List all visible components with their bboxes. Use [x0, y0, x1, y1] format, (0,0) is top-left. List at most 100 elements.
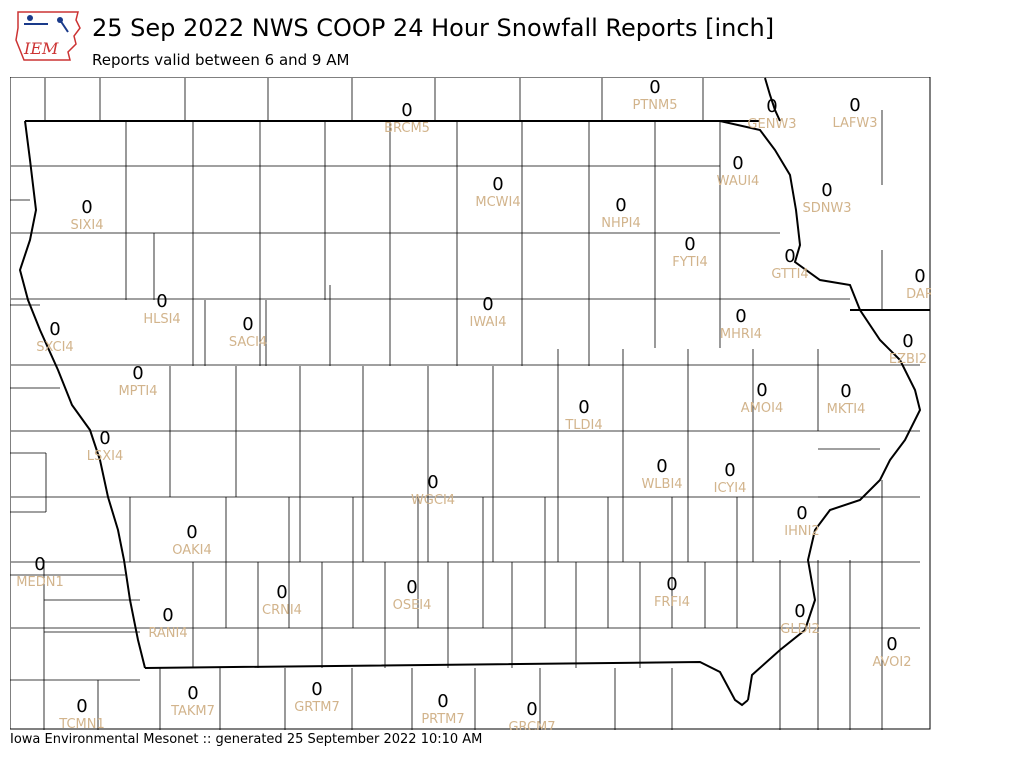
station-value: 0: [796, 503, 807, 524]
station-value: 0: [849, 95, 860, 116]
station-value: 0: [401, 100, 412, 121]
station-value: 0: [49, 319, 60, 340]
station-value: 0: [427, 472, 438, 493]
state-boundaries: [18, 77, 930, 707]
station-value: 0: [492, 174, 503, 195]
station-value: 0: [276, 582, 287, 603]
station-value: 0: [187, 683, 198, 704]
station-value: 0: [186, 522, 197, 543]
station-value: 0: [724, 460, 735, 481]
station-value: 0: [406, 577, 417, 598]
station-value: 0: [99, 428, 110, 449]
station-id: OAKI4: [172, 543, 212, 558]
station-id: PRTM7: [421, 712, 464, 727]
station-id: ICYI4: [714, 481, 747, 496]
station-id: WGCI4: [411, 493, 455, 508]
station-id: WLBI4: [641, 477, 682, 492]
station-value: 0: [76, 696, 87, 717]
station-reports: 0PTNM50BRCM50GENW30LAFW30WAUI40SIXI40MCW…: [16, 77, 931, 730]
station-value: 0: [840, 381, 851, 402]
station-id: TAKM7: [170, 704, 215, 719]
iem-logo: IEM: [15, 11, 81, 61]
station-id: GRTM7: [294, 700, 340, 715]
station-value: 0: [684, 234, 695, 255]
county-boundaries: [10, 78, 920, 730]
station-value: 0: [482, 294, 493, 315]
station-id: TLDI4: [564, 418, 602, 433]
station-value: 0: [902, 331, 913, 352]
station-value: 0: [914, 266, 925, 287]
station-id: SDNW3: [802, 201, 851, 216]
logo-text: IEM: [23, 39, 59, 58]
station-value: 0: [34, 554, 45, 575]
station-id: MKTI4: [827, 402, 866, 417]
station-id: OSEI4: [393, 598, 432, 613]
station-id: GTTI4: [771, 267, 808, 282]
station-id: MHRI4: [720, 327, 762, 342]
station-value: 0: [132, 363, 143, 384]
station-value: 0: [437, 691, 448, 712]
station-value: 0: [656, 456, 667, 477]
station-id: GRCM7: [508, 720, 555, 730]
station-id: AMOI4: [741, 401, 783, 416]
station-value: 0: [784, 246, 795, 267]
station-id: MPTI4: [118, 384, 157, 399]
station-value: 0: [242, 314, 253, 335]
station-value: 0: [735, 306, 746, 327]
station-id: LAFW3: [832, 116, 877, 131]
station-id: LSXI4: [87, 449, 124, 464]
station-id: MCWI4: [475, 195, 520, 210]
station-id: TCMN1: [58, 717, 104, 730]
station-value: 0: [766, 96, 777, 117]
station-value: 0: [756, 380, 767, 401]
station-value: 0: [156, 291, 167, 312]
station-id: EZBI2: [889, 352, 927, 367]
station-id: RANI4: [148, 626, 187, 641]
map-subtitle: Reports valid between 6 and 9 AM: [92, 51, 350, 69]
station-value: 0: [732, 153, 743, 174]
station-id: NHPI4: [601, 216, 640, 231]
station-id: BRCM5: [384, 121, 430, 136]
map-title: 25 Sep 2022 NWS COOP 24 Hour Snowfall Re…: [92, 14, 775, 42]
station-id: IWAI4: [470, 315, 507, 330]
station-id: PTNM5: [633, 98, 678, 113]
station-id: FYTI4: [672, 255, 707, 270]
station-value: 0: [311, 679, 322, 700]
footer-credit: Iowa Environmental Mesonet :: generated …: [10, 732, 483, 747]
station-id: SXCI4: [36, 340, 73, 355]
station-value: 0: [666, 574, 677, 595]
station-value: 0: [81, 197, 92, 218]
station-value: 0: [821, 180, 832, 201]
station-id: WAUI4: [717, 174, 760, 189]
